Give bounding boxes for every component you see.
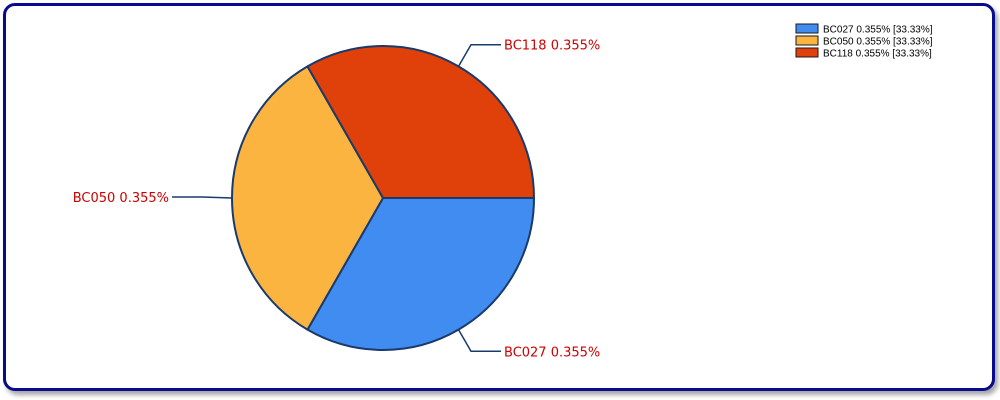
legend-entry-bc050: BC050 0.355% [33.33%] [823,37,933,48]
legend-swatch-bc027 [795,23,819,34]
legend-entry-bc118: BC118 0.355% [33.33%] [823,49,932,60]
legend: BC027 0.355% [33.33%]BC050 0.355% [33.33… [795,23,933,60]
leader-line-bc027 [457,329,501,353]
legend-entry-bc027: BC027 0.355% [33.33%] [823,25,933,36]
slice-label-bc027: BC027 0.355% [504,345,600,360]
slice-label-bc050: BC050 0.355% [73,191,169,206]
pie-slice-bc050 [231,65,384,331]
slice-labels: BC027 0.355% BC050 0.355% BC118 0.355% [73,39,601,361]
leader-line-bc118 [457,43,501,67]
pie-slice-bc027 [306,197,535,351]
pie-slices [231,45,535,351]
legend-swatch-bc118 [795,47,819,58]
slice-label-bc118: BC118 0.355% [504,39,600,54]
legend-swatch-bc050 [795,35,819,46]
leader-line-bc050 [172,196,233,199]
pie-slice-bc118 [306,45,535,199]
